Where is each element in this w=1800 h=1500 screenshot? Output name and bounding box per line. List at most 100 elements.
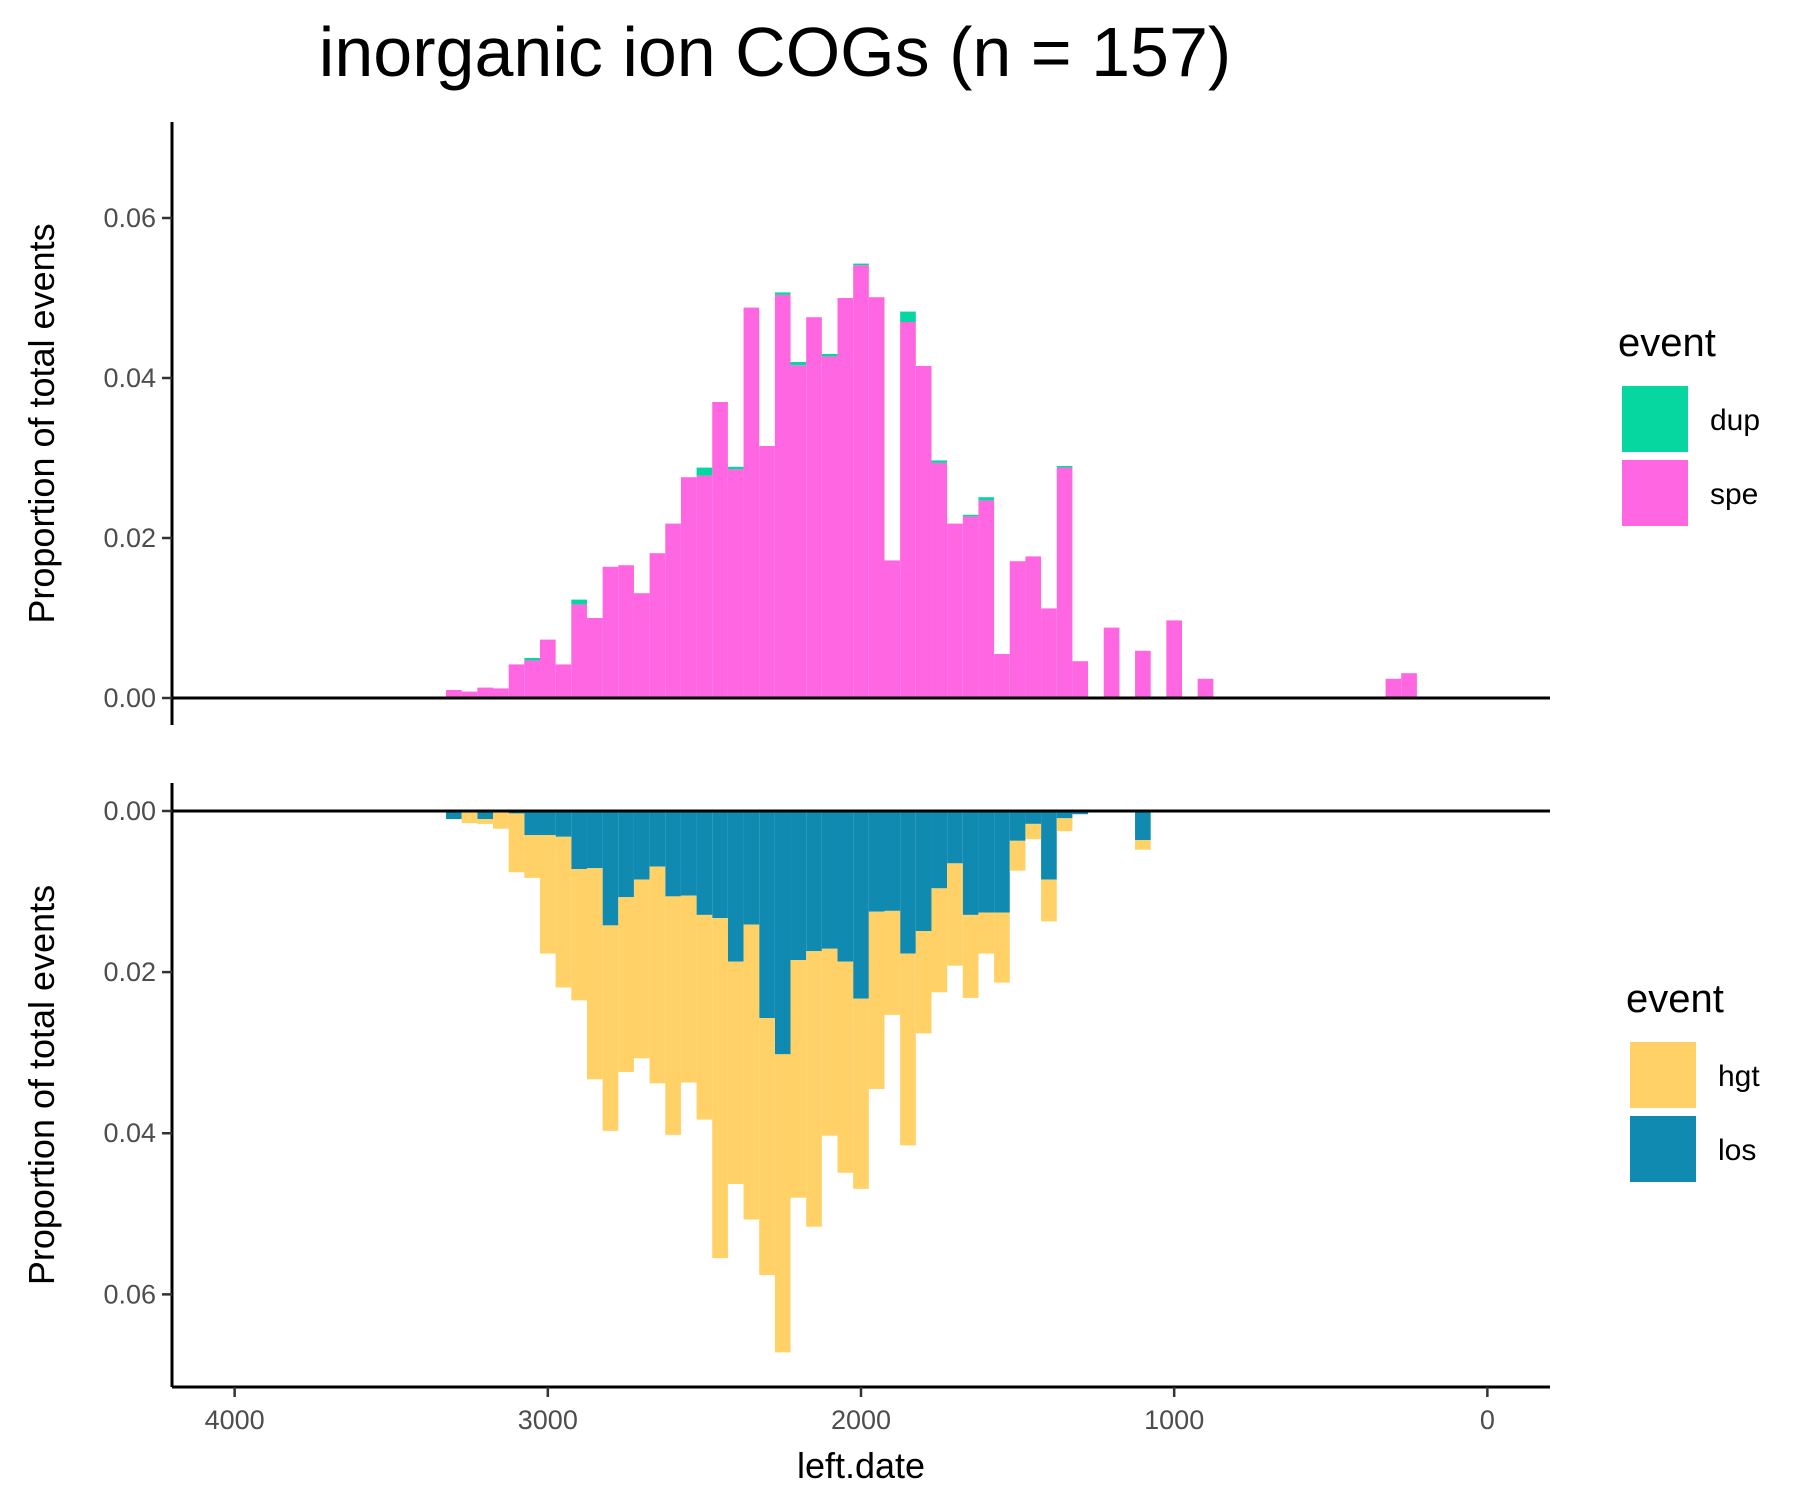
bar-los: [696, 811, 713, 915]
bar-spe: [915, 366, 932, 698]
bar-spe: [947, 523, 963, 698]
y-tick-label: 0.04: [103, 363, 156, 393]
bar-spe: [1025, 556, 1042, 698]
bar-los: [868, 811, 885, 912]
bar-spe: [962, 516, 979, 698]
bar-spe: [1056, 467, 1073, 698]
bar-hgt: [1009, 840, 1026, 871]
bar-dup: [571, 599, 587, 605]
bar-hgt: [649, 866, 666, 1084]
bar-spe: [618, 565, 634, 698]
bar-hgt: [618, 897, 634, 1073]
bar-spe: [821, 356, 838, 698]
bar-spe: [1166, 620, 1183, 698]
bar-spe: [727, 469, 744, 698]
bar-hgt: [962, 914, 979, 998]
bar-spe: [1072, 661, 1089, 698]
bar-dup: [774, 292, 791, 295]
bar-hgt: [790, 960, 807, 1198]
bar-los: [900, 811, 916, 954]
bar-dup: [1056, 466, 1073, 468]
legend-label-spe: spe: [1710, 478, 1758, 511]
legend-key-spe: [1622, 460, 1688, 526]
bar-spe: [790, 365, 807, 698]
bar-spe: [1009, 561, 1026, 698]
bar-hgt: [806, 951, 822, 1227]
bar-los: [978, 811, 995, 913]
bar-spe: [1103, 627, 1120, 698]
legend-label-dup: dup: [1710, 404, 1760, 437]
bar-spe: [900, 322, 916, 698]
bar-hgt: [665, 896, 681, 1135]
bar-spe: [633, 593, 650, 698]
y-tick-label: 0.02: [103, 523, 156, 553]
bar-spe: [665, 523, 681, 698]
bar-spe: [493, 688, 509, 698]
bar-hgt: [994, 912, 1010, 983]
bar-los: [524, 811, 540, 836]
bar-los: [853, 811, 869, 999]
bar-spe: [884, 560, 901, 698]
legend-label-hgt: hgt: [1718, 1060, 1760, 1093]
bar-los: [1025, 811, 1042, 824]
x-tick-label: 1000: [1144, 1405, 1204, 1435]
bar-dup: [790, 362, 807, 366]
bar-los: [1041, 811, 1057, 880]
legend-title: event: [1626, 977, 1724, 1021]
bar-los: [931, 811, 948, 889]
bar-spe: [1197, 678, 1214, 698]
bar-los: [555, 811, 572, 837]
bar-hgt: [524, 835, 540, 878]
legends: event dup spe event hgt los: [1618, 321, 1760, 1182]
bar-spe: [696, 475, 713, 698]
bar-los: [712, 811, 728, 919]
bar-spe: [712, 402, 728, 698]
bar-spe: [868, 297, 885, 698]
bar-hgt: [900, 953, 916, 1146]
bar-hgt: [853, 998, 869, 1189]
bar-spe: [743, 307, 760, 698]
bar-hgt: [461, 812, 478, 824]
bar-los: [477, 811, 494, 820]
legend-key-dup: [1622, 386, 1688, 452]
bar-los: [649, 811, 666, 867]
bar-spe: [508, 664, 525, 698]
bar-hgt: [821, 948, 838, 1136]
bar-los: [759, 811, 775, 1019]
bar-hgt: [884, 910, 901, 1015]
bar-spe: [680, 477, 697, 698]
bar-dup: [821, 354, 838, 357]
bar-hgt: [1041, 879, 1057, 922]
bar-los: [680, 811, 697, 896]
bar-dup: [900, 311, 916, 322]
x-tick-label: 2000: [831, 1405, 891, 1435]
bar-hgt: [539, 835, 556, 954]
legend-key-los: [1630, 1116, 1696, 1182]
bar-los: [633, 811, 650, 880]
y-tick-label: 0.02: [103, 957, 156, 987]
bar-spe: [853, 265, 869, 698]
bar-los: [790, 811, 807, 961]
bar-hgt: [1135, 840, 1151, 850]
bar-spe: [461, 691, 478, 698]
bar-hgt: [712, 918, 728, 1259]
bar-spe: [586, 618, 603, 698]
y-axis-title: Proportion of total events: [21, 223, 62, 623]
bar-spe: [571, 604, 587, 698]
bar-spe: [759, 446, 775, 698]
y-tick-label: 0.04: [103, 1118, 156, 1148]
bar-spe: [649, 553, 666, 698]
bar-hgt: [759, 1018, 775, 1276]
bar-los: [947, 811, 963, 864]
legend-title: event: [1618, 321, 1716, 365]
bar-dup: [978, 497, 995, 501]
bar-dup: [696, 467, 713, 476]
x-tick-label: 0: [1480, 1405, 1495, 1435]
bar-hgt: [868, 911, 885, 1089]
bar-hgt: [586, 868, 603, 1080]
bar-spe: [978, 500, 995, 698]
y-axis-title: Proportion of total events: [21, 885, 62, 1285]
bar-hgt: [774, 1054, 791, 1353]
bar-hgt: [978, 912, 995, 954]
